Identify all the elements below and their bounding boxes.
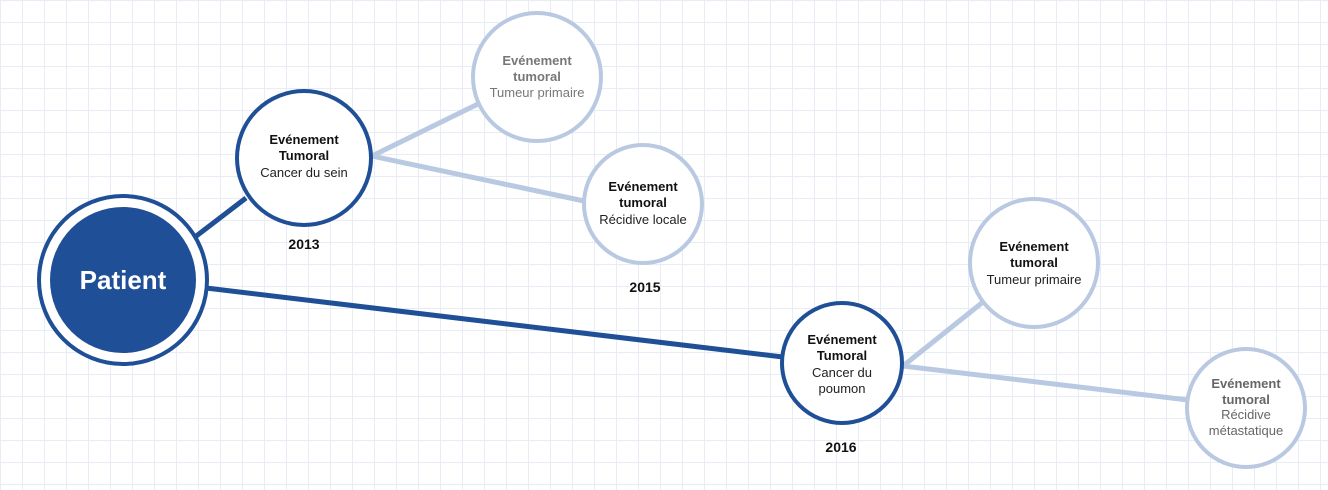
event-node-sein-recidive-locale[interactable]: Evénement tumoral Récidive locale bbox=[582, 143, 704, 265]
connector-sein-recidive bbox=[371, 153, 585, 204]
event-title-line2: tumoral bbox=[1222, 392, 1270, 407]
event-node-poumon-recidive-metastatique[interactable]: Evénement tumoral Récidive métastatique bbox=[1185, 347, 1307, 469]
event-subtitle-line1: Récidive locale bbox=[599, 212, 686, 227]
event-title-line1: Evénement bbox=[999, 239, 1069, 254]
patient-label: Patient bbox=[80, 265, 167, 295]
event-node-sein-tumeur-primaire[interactable]: Evénement tumoral Tumeur primaire bbox=[471, 11, 603, 143]
connector-sein-primaire bbox=[370, 101, 480, 159]
event-subtitle-line1: Tumeur primaire bbox=[490, 85, 585, 100]
event-title-line1: Evénement bbox=[502, 53, 572, 68]
year-label-2015: 2015 bbox=[629, 279, 660, 295]
event-node-cancer-poumon[interactable]: Evénement Tumoral Cancer du poumon bbox=[780, 301, 904, 425]
event-subtitle-line2: métastatique bbox=[1209, 423, 1283, 438]
event-title-line2: tumoral bbox=[513, 69, 561, 84]
event-subtitle-line1: Récidive bbox=[1221, 407, 1271, 422]
event-title-line2: tumoral bbox=[619, 195, 667, 210]
connector-patient-poumon bbox=[205, 285, 784, 360]
event-title-line2: Tumoral bbox=[279, 148, 329, 163]
connector-poumon-metastase bbox=[902, 363, 1189, 403]
event-node-cancer-sein[interactable]: Evénement Tumoral Cancer du sein bbox=[235, 89, 373, 227]
connector-poumon-primaire bbox=[901, 300, 985, 368]
year-label-2016: 2016 bbox=[825, 439, 856, 455]
event-node-poumon-tumeur-primaire[interactable]: Evénement tumoral Tumeur primaire bbox=[968, 197, 1100, 329]
event-title-line1: Evénement bbox=[269, 132, 339, 147]
connectors bbox=[176, 101, 1189, 403]
event-subtitle-line1: Tumeur primaire bbox=[987, 272, 1082, 287]
event-title-line2: tumoral bbox=[1010, 255, 1058, 270]
event-title-line2: Tumoral bbox=[817, 348, 867, 363]
event-subtitle-line2: poumon bbox=[819, 381, 866, 396]
event-title-line1: Evénement bbox=[1211, 376, 1281, 391]
event-subtitle-line1: Cancer du sein bbox=[260, 165, 347, 180]
event-title-line1: Evénement bbox=[807, 332, 877, 347]
year-label-2013: 2013 bbox=[288, 236, 319, 252]
event-subtitle-line1: Cancer du bbox=[812, 365, 872, 380]
patient-node[interactable]: Patient bbox=[37, 194, 209, 366]
event-title-line1: Evénement bbox=[608, 179, 678, 194]
